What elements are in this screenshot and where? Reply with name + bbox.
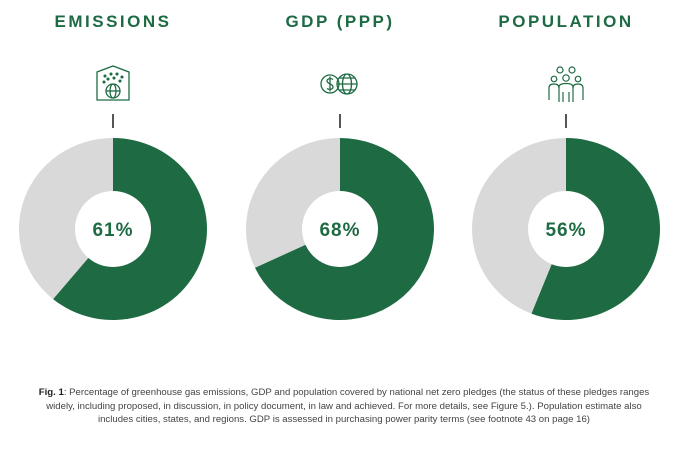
chart-panel-emissions: EMISSIONS 61% bbox=[0, 0, 226, 340]
donut-hole bbox=[302, 191, 378, 267]
dollar-globe-icon bbox=[320, 73, 358, 95]
figure-caption-text: : Percentage of greenhouse gas emissions… bbox=[46, 387, 650, 425]
donut-chart-gdp: 68% bbox=[246, 138, 435, 320]
chart-title: GDP (PPP) bbox=[285, 12, 395, 31]
donut-slice-remaining bbox=[472, 138, 566, 314]
connector-line bbox=[565, 114, 567, 128]
donut-hole bbox=[75, 191, 151, 267]
figure-caption: Fig. 1: Percentage of greenhouse gas emi… bbox=[34, 386, 654, 427]
chart-panel-population: POPULATION 56% bbox=[453, 0, 679, 340]
connector-line bbox=[112, 114, 114, 128]
donut-chart-emissions: 61% bbox=[18, 138, 207, 320]
donut-center-label: 68% bbox=[319, 220, 360, 241]
donut-center-label: 61% bbox=[92, 220, 133, 241]
chart-title: POPULATION bbox=[498, 12, 634, 31]
donut-center-label: 56% bbox=[545, 220, 586, 241]
donut-hole bbox=[528, 191, 604, 267]
chart-panel-gdp: GDP (PPP) 68% bbox=[227, 0, 453, 340]
donut-chart-population: 56% bbox=[472, 138, 661, 320]
chart-title: EMISSIONS bbox=[54, 12, 172, 31]
people-group-icon bbox=[548, 66, 584, 102]
donut-slice-remaining bbox=[18, 138, 113, 300]
connector-line bbox=[339, 114, 341, 128]
emissions-globe-icon bbox=[96, 65, 130, 101]
figure-label: Fig. 1 bbox=[38, 387, 64, 398]
